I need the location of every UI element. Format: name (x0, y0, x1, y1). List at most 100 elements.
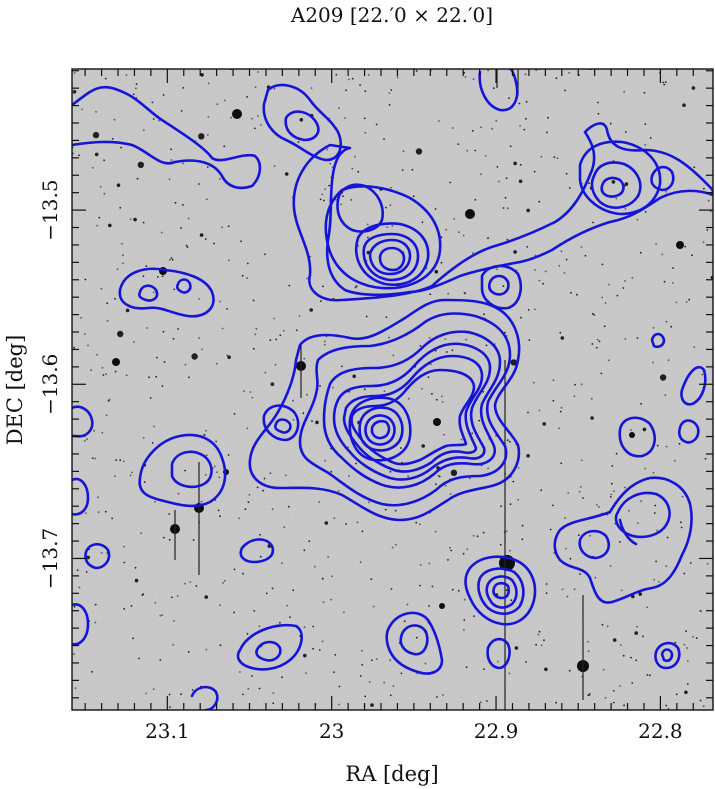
x-tick-label: 23.1 (145, 719, 190, 743)
star (97, 511, 100, 514)
star (162, 94, 165, 96)
star (567, 492, 570, 494)
contour-northeast (590, 161, 642, 209)
star (555, 77, 558, 80)
sky-grain (72, 69, 713, 710)
star (565, 547, 567, 550)
star (611, 465, 614, 467)
star (434, 530, 437, 533)
star (407, 475, 409, 478)
star (195, 585, 198, 587)
star (518, 102, 521, 105)
x-tick-label: 22.8 (638, 719, 683, 743)
star (273, 317, 275, 320)
star (509, 503, 512, 506)
star (125, 374, 128, 377)
star (656, 529, 658, 532)
star (73, 605, 76, 608)
star (322, 601, 325, 604)
star (219, 300, 221, 303)
star (582, 497, 584, 499)
star (223, 145, 226, 148)
star (246, 277, 249, 279)
star (402, 150, 405, 153)
star (170, 148, 173, 151)
star (269, 339, 272, 341)
star (624, 280, 626, 282)
star (520, 316, 522, 319)
star (434, 208, 437, 210)
star (505, 530, 508, 533)
star (463, 598, 466, 601)
star (613, 490, 615, 492)
star (184, 469, 187, 472)
star (545, 592, 548, 594)
star (323, 199, 325, 202)
star (538, 630, 541, 633)
contour-north (362, 232, 420, 282)
contour-sw-small (84, 542, 111, 570)
star (334, 653, 337, 656)
star (535, 643, 537, 646)
star (332, 386, 334, 389)
star (544, 667, 548, 672)
star (348, 475, 350, 477)
star (254, 86, 257, 88)
star (238, 517, 240, 520)
star (187, 217, 190, 220)
star (117, 330, 124, 338)
star (646, 674, 649, 676)
contour-bottom (654, 641, 681, 670)
star (86, 438, 88, 441)
star (286, 604, 288, 607)
star (444, 484, 447, 487)
star (308, 540, 311, 542)
star (429, 293, 432, 296)
star (587, 650, 590, 653)
star (590, 397, 593, 400)
star (664, 81, 667, 84)
star (431, 585, 434, 588)
y-tick-label: −13.6 (38, 354, 62, 415)
star (375, 658, 378, 660)
star (131, 471, 133, 474)
star (589, 534, 591, 537)
star (252, 347, 255, 350)
star (321, 640, 324, 643)
star (598, 340, 601, 343)
star (264, 253, 266, 256)
star (184, 582, 186, 585)
star (388, 104, 391, 106)
contour-bottom (190, 685, 219, 710)
star (100, 287, 103, 290)
star (344, 117, 346, 119)
contour-central (298, 312, 512, 507)
star (702, 705, 705, 708)
star (254, 333, 257, 336)
star (655, 242, 657, 245)
contour-small (487, 274, 510, 296)
star (141, 594, 144, 597)
star (215, 440, 218, 443)
star (91, 457, 94, 459)
star (706, 229, 709, 231)
star (257, 71, 260, 73)
star (114, 475, 116, 478)
star (665, 565, 668, 568)
star (525, 661, 527, 663)
star (598, 505, 600, 508)
star (257, 115, 259, 117)
star (639, 251, 642, 254)
star (580, 383, 583, 386)
star (119, 206, 122, 209)
star (138, 657, 141, 660)
star (227, 454, 230, 456)
star (161, 614, 164, 616)
star (207, 134, 209, 136)
star (205, 648, 208, 651)
star (486, 700, 488, 702)
star (186, 246, 189, 249)
contour-south (477, 567, 525, 616)
star (487, 467, 489, 470)
star (619, 644, 622, 646)
